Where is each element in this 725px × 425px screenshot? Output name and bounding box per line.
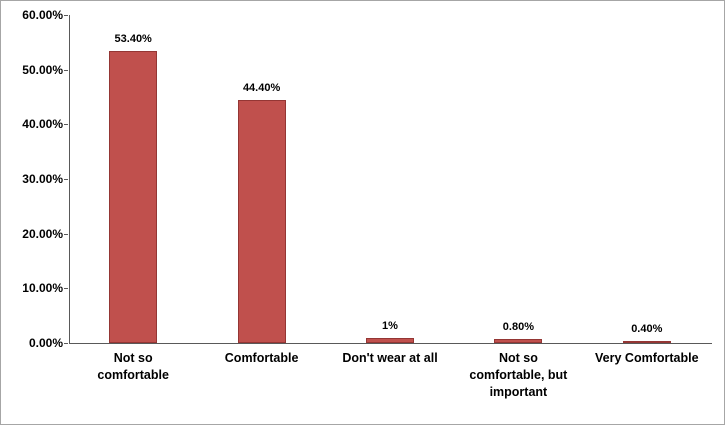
y-axis-tick-label: 50.00% xyxy=(22,62,63,77)
bar-value-label: 0.80% xyxy=(502,320,534,333)
bar-value-label: 44.40% xyxy=(242,82,281,95)
bar xyxy=(237,100,286,343)
bar xyxy=(622,340,671,343)
y-axis-tick-mark xyxy=(64,233,68,235)
x-axis-category-label: Not so comfortable, but important xyxy=(469,351,568,399)
y-axis-tick-label: 30.00% xyxy=(22,172,63,186)
y-axis-tick-mark xyxy=(64,343,68,344)
bar xyxy=(494,338,543,343)
x-axis-category-label: Comfortable xyxy=(224,351,299,365)
bar-value-label: 1% xyxy=(382,319,398,332)
y-axis-tick-mark xyxy=(64,288,68,290)
x-axis-category-label: Don't wear at all xyxy=(342,351,438,365)
y-axis-tick-mark xyxy=(64,69,68,71)
y-axis-tick-mark xyxy=(64,15,68,16)
bar-value-label: 0.40% xyxy=(631,322,663,335)
y-axis-tick-label: 0.00% xyxy=(28,336,63,350)
x-axis-category-label: Very Comfortable xyxy=(595,351,699,365)
x-axis-line xyxy=(69,343,712,344)
y-axis-tick-label: 60.00% xyxy=(22,8,63,22)
bar xyxy=(366,337,414,343)
y-axis-tick-label: 20.00% xyxy=(22,226,63,241)
y-axis-tick-label: 10.00% xyxy=(22,281,63,296)
y-axis-line xyxy=(69,15,70,344)
bar-value-label: 53.40% xyxy=(114,33,152,46)
y-axis-tick-label: 40.00% xyxy=(22,117,63,132)
x-axis-category-label: Not so comfortable xyxy=(97,351,169,382)
y-axis-tick-mark xyxy=(64,179,68,180)
bar xyxy=(109,51,158,343)
y-axis-tick-mark xyxy=(64,124,68,126)
